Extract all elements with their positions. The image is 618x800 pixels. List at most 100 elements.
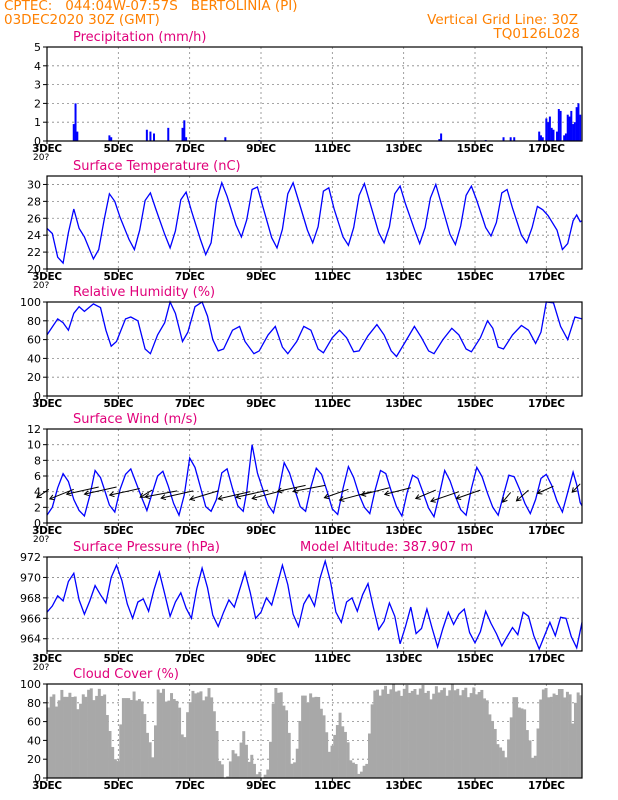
cloud-bar xyxy=(263,774,267,778)
x-tick-label: 11DEC xyxy=(314,398,351,410)
cloud-bar xyxy=(244,744,248,778)
x-year-label: 20? xyxy=(33,153,49,163)
wind-arrowhead xyxy=(414,494,421,500)
cloud-bar xyxy=(167,700,171,778)
y-tick-label: 22 xyxy=(27,246,41,259)
x-tick-label: 15DEC xyxy=(457,780,494,792)
cloud-bar xyxy=(333,734,337,778)
cloud-bar xyxy=(413,689,417,778)
cloud-bar xyxy=(239,742,243,778)
panel-title: Surface Pressure (hPa) xyxy=(73,540,220,555)
precip-bar xyxy=(570,110,573,141)
y-tick-label: 2 xyxy=(34,97,41,110)
cloud-bar xyxy=(258,771,262,778)
cloud-bar xyxy=(71,697,75,778)
panel-title: Precipitation (mm/h) xyxy=(73,30,206,45)
cloud-bar xyxy=(266,769,270,778)
panel-title: Relative Humidity (%) xyxy=(73,285,215,300)
wind-arrowhead xyxy=(235,493,242,500)
wind-arrowhead xyxy=(383,490,390,497)
x-tick-label: 11DEC xyxy=(314,271,351,283)
panel-title: Surface Wind (m/s) xyxy=(73,412,197,427)
y-tick-label: 4 xyxy=(34,486,41,499)
cloud-bar xyxy=(79,703,83,778)
precip-bar xyxy=(547,122,550,141)
cloud-bar xyxy=(156,689,160,778)
y-tick-label: 60 xyxy=(27,716,41,729)
cloud-bar xyxy=(140,701,144,778)
cloud-bar xyxy=(143,714,147,778)
y-tick-label: 40 xyxy=(27,352,41,365)
cloud-bar xyxy=(351,762,355,778)
cloud-bar xyxy=(440,690,444,778)
cloud-bar xyxy=(400,695,404,778)
x-tick-label: 3DEC xyxy=(32,398,62,410)
precip-bar xyxy=(509,137,512,141)
cloud-bar xyxy=(183,737,187,778)
x-tick-label: 11DEC xyxy=(314,653,351,665)
x-tick-label: 15DEC xyxy=(457,271,494,283)
x-tick-label: 9DEC xyxy=(246,525,276,537)
cloud-bar xyxy=(250,754,254,778)
precip-bar xyxy=(559,110,562,141)
wind-arrowhead xyxy=(48,494,55,501)
y-tick-label: 6 xyxy=(34,470,41,483)
cloud-bar xyxy=(539,699,543,778)
wind-arrowhead xyxy=(65,490,72,497)
cloud-bar xyxy=(341,726,345,778)
cloud-bar xyxy=(148,742,152,778)
precip-bar xyxy=(76,131,79,141)
y-tick-label: 100 xyxy=(20,678,41,691)
cloud-bar xyxy=(319,708,323,778)
y-tick-label: 40 xyxy=(27,734,41,747)
cloud-bar xyxy=(453,690,457,778)
cloud-bar xyxy=(424,692,428,778)
cloud-bar xyxy=(402,688,406,778)
cloud-bar xyxy=(434,686,438,778)
y-tick-label: 8 xyxy=(34,454,41,467)
cloud-bar xyxy=(325,732,329,778)
panel-frame xyxy=(46,683,583,779)
cloud-bar xyxy=(370,704,374,778)
wind-arrowhead xyxy=(323,493,330,500)
cloud-bar xyxy=(496,744,500,778)
cloud-bar xyxy=(565,691,569,778)
cloud-bar xyxy=(314,696,318,778)
cloud-bar xyxy=(335,725,339,778)
y-tick-label: 26 xyxy=(27,212,41,225)
precip-bar xyxy=(548,116,551,141)
cloud-bar xyxy=(92,700,96,778)
precip-bar xyxy=(557,109,560,141)
wind-vector xyxy=(145,490,178,498)
x-tick-label: 9DEC xyxy=(246,653,276,665)
cloud-bar xyxy=(357,773,361,778)
precip-bar xyxy=(550,127,553,141)
cloud-bar xyxy=(154,725,157,778)
cloud-bar xyxy=(450,684,454,778)
cloud-bar xyxy=(111,746,115,778)
x-tick-label: 11DEC xyxy=(314,780,351,792)
x-tick-label: 17DEC xyxy=(528,653,565,665)
cloud-bar xyxy=(378,695,382,778)
cloud-bar xyxy=(137,699,141,778)
cloud-bar xyxy=(373,690,377,778)
precip-bar xyxy=(568,116,571,141)
precip-bar xyxy=(440,133,443,141)
cloud-bar xyxy=(408,692,412,778)
y-tick-label: 60 xyxy=(27,334,41,347)
panel-title: Surface Temperature (nC) xyxy=(73,159,241,174)
precip-bar xyxy=(185,137,188,141)
cloud-bar xyxy=(488,714,492,778)
wind-arrowhead xyxy=(276,487,283,494)
x-year-label: 20? xyxy=(33,535,49,545)
cloud-bar xyxy=(421,684,425,778)
wind-arrowhead xyxy=(108,491,115,498)
cloud-bar xyxy=(218,761,222,778)
wind-arrowhead xyxy=(515,495,522,502)
wind-vector xyxy=(361,487,390,496)
panel-title: Cloud Cover (%) xyxy=(73,667,179,682)
cloud-bar xyxy=(568,694,572,778)
y-tick-label: 20 xyxy=(27,263,41,276)
cloud-bar xyxy=(520,708,524,778)
precip-bar xyxy=(167,127,170,141)
